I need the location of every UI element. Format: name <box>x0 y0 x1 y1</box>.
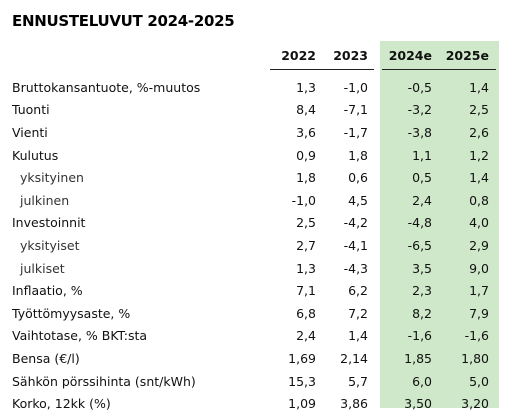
row-label: julkinen <box>20 192 70 208</box>
value-2025e: 2,9 <box>469 237 489 253</box>
table-row: yksityiset 2,7 -4,1 -6,5 2,9 <box>12 234 496 257</box>
value-2022: 1,69 <box>288 350 316 366</box>
row-label: Tuonti <box>12 102 50 118</box>
value-2025e: 1,4 <box>469 170 489 186</box>
column-header-2024e: 2024e <box>382 41 439 70</box>
value-2025e: 2,6 <box>469 124 489 140</box>
table-row: Sähkön pörssihinta (snt/kWh) 15,3 5,7 6,0 5,… <box>12 370 496 393</box>
value-2022: 7,1 <box>296 283 316 299</box>
value-2023: 7,2 <box>348 305 368 321</box>
column-header-2023: 2023 <box>322 41 374 70</box>
value-2022: 2,4 <box>296 328 316 344</box>
value-2022: 2,7 <box>296 237 316 253</box>
value-2025e: 7,9 <box>469 305 489 321</box>
row-label: yksityiset <box>20 237 80 253</box>
value-2023: 1,8 <box>348 147 368 163</box>
value-2023: 0,6 <box>348 170 368 186</box>
value-2024e: -6,5 <box>407 237 432 253</box>
value-2022: 2,5 <box>296 215 316 231</box>
table-row: julkiset 1,3 -4,3 3,5 9,0 <box>12 257 496 280</box>
value-2024e: 6,0 <box>412 373 432 389</box>
table-row: Inflaatio, % 7,1 6,2 2,3 1,7 <box>12 279 496 302</box>
value-2025e: 1,2 <box>469 147 489 163</box>
value-2025e: 5,0 <box>469 373 489 389</box>
value-2024e: 0,5 <box>412 170 432 186</box>
table-row: Bruttokansantuote, %-muutos 1,3 -1,0 -0,5 1,… <box>12 70 496 99</box>
value-2023: -1,0 <box>343 79 368 95</box>
column-header-2022: 2022 <box>270 41 322 70</box>
forecast-table: 2022 2023 2024e 2025e Bruttokansantuote,… <box>12 41 496 415</box>
table-row: Investoinnit 2,5 -4,2 -4,8 4,0 <box>12 212 496 235</box>
value-2025e: 1,7 <box>469 283 489 299</box>
value-2023: 3,86 <box>340 396 368 412</box>
value-2024e: 1,85 <box>404 350 432 366</box>
value-2024e: 2,4 <box>412 192 432 208</box>
row-label: Inflaatio, % <box>12 283 83 299</box>
value-2024e: 8,2 <box>412 305 432 321</box>
row-label: Vaihtotase, % BKT:sta <box>12 328 148 344</box>
value-2023: 4,5 <box>348 192 368 208</box>
value-2023: 1,4 <box>348 328 368 344</box>
table-row: Korko, 12kk (%) 1,09 3,86 3,50 3,20 <box>12 392 496 415</box>
value-2022: 1,3 <box>296 260 316 276</box>
value-2023: 5,7 <box>348 373 368 389</box>
value-2023: 6,2 <box>348 283 368 299</box>
value-2024e: 1,1 <box>412 147 432 163</box>
row-label: Korko, 12kk (%) <box>12 396 111 412</box>
value-2024e: -1,6 <box>407 328 432 344</box>
header-row: 2022 2023 2024e 2025e <box>12 41 496 70</box>
table-row: julkinen -1,0 4,5 2,4 0,8 <box>12 189 496 212</box>
value-2023: -4,1 <box>343 237 368 253</box>
value-2023: -7,1 <box>343 102 368 118</box>
row-label: Sähkön pörssihinta (snt/kWh) <box>12 373 196 389</box>
value-2023: 2,14 <box>340 350 368 366</box>
value-2024e: 3,50 <box>404 396 432 412</box>
table-title: ENNUSTELUVUT 2024-2025 <box>12 12 235 30</box>
value-2025e: 2,5 <box>469 102 489 118</box>
value-2022: 1,8 <box>296 170 316 186</box>
value-2024e: -3,8 <box>407 124 432 140</box>
row-label: yksityinen <box>20 170 84 186</box>
table-row: Työttömyysaste, % 6,8 7,2 8,2 7,9 <box>12 302 496 325</box>
value-2025e: 3,20 <box>461 396 489 412</box>
row-label: Bruttokansantuote, %-muutos <box>12 79 201 95</box>
row-label: julkiset <box>20 260 65 276</box>
value-2024e: -3,2 <box>407 102 432 118</box>
value-2022: 0,9 <box>296 147 316 163</box>
value-2025e: 1,4 <box>469 79 489 95</box>
value-2024e: -4,8 <box>407 215 432 231</box>
value-2023: -1,7 <box>343 124 368 140</box>
table-row: Bensa (€/l) 1,69 2,14 1,85 1,80 <box>12 347 496 370</box>
column-header-2025e: 2025e <box>439 41 496 70</box>
value-2025e: 9,0 <box>469 260 489 276</box>
value-2022: 3,6 <box>296 124 316 140</box>
value-2022: 15,3 <box>288 373 316 389</box>
table-row: yksityinen 1,8 0,6 0,5 1,4 <box>12 166 496 189</box>
label-column-header <box>12 41 270 70</box>
value-2024e: 3,5 <box>412 260 432 276</box>
row-label: Kulutus <box>12 147 59 163</box>
row-label: Investoinnit <box>12 215 86 231</box>
value-2024e: 2,3 <box>412 283 432 299</box>
value-2025e: 1,80 <box>461 350 489 366</box>
row-label: Bensa (€/l) <box>12 350 80 366</box>
table-row: Kulutus 0,9 1,8 1,1 1,2 <box>12 144 496 167</box>
value-2022: 1,09 <box>288 396 316 412</box>
value-2023: -4,3 <box>343 260 368 276</box>
table-row: Tuonti 8,4 -7,1 -3,2 2,5 <box>12 99 496 122</box>
value-2022: 6,8 <box>296 305 316 321</box>
row-label: Työttömyysaste, % <box>12 305 131 321</box>
value-2025e: 4,0 <box>469 215 489 231</box>
row-label: Vienti <box>12 124 48 140</box>
table-row: Vaihtotase, % BKT:sta 2,4 1,4 -1,6 -1,6 <box>12 325 496 348</box>
forecast-highlight <box>380 41 499 408</box>
value-2025e: -1,6 <box>464 328 489 344</box>
value-2024e: -0,5 <box>407 79 432 95</box>
value-2025e: 0,8 <box>469 192 489 208</box>
value-2022: -1,0 <box>291 192 316 208</box>
value-2022: 8,4 <box>296 102 316 118</box>
value-2023: -4,2 <box>343 215 368 231</box>
table-row: Vienti 3,6 -1,7 -3,8 2,6 <box>12 121 496 144</box>
value-2022: 1,3 <box>296 79 316 95</box>
